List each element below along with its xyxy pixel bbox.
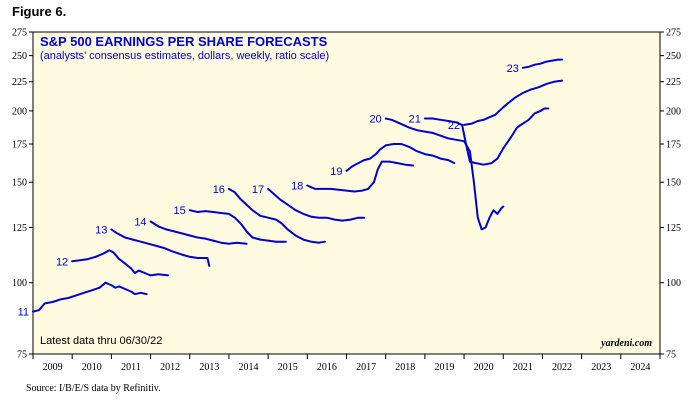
series-label-13: 13 <box>95 224 107 236</box>
x-tick-label: 2023 <box>591 362 611 373</box>
y-tick-label-left: 75 <box>17 350 27 361</box>
x-tick-label: 2020 <box>474 362 494 373</box>
chart-title: S&P 500 EARNINGS PER SHARE FORECASTS <box>40 34 328 49</box>
y-tick-label-left: 175 <box>12 140 27 151</box>
y-tick-label-right: 75 <box>666 350 676 361</box>
x-axis: 2009 2010 2011 2012 2013 2014 2015 2016 2017 2018… <box>32 354 661 373</box>
plot-area <box>32 31 661 355</box>
x-tick-label: 2009 <box>43 362 63 373</box>
series-label-20: 20 <box>369 113 381 125</box>
y-tick-label-right: 250 <box>666 51 681 62</box>
y-axis-right: 75 100 125 150 175 200 225 250 275 <box>660 28 681 361</box>
figure-label: Figure 6. <box>12 4 67 19</box>
series-label-23: 23 <box>507 63 519 75</box>
x-tick-label: 2022 <box>552 362 572 373</box>
series-line-15 <box>188 209 287 243</box>
y-tick-label-right: 100 <box>666 278 681 289</box>
x-tick-label: 2021 <box>513 362 533 373</box>
y-tick-label-right: 150 <box>666 178 681 189</box>
series-line-19 <box>345 143 456 172</box>
y-tick-label-left: 150 <box>12 178 27 189</box>
y-tick-label-left: 200 <box>12 106 27 117</box>
latest-data-note: Latest data thru 06/30/22 <box>40 335 162 347</box>
series-line-17 <box>267 187 366 222</box>
y-axis-left: 75 100 125 150 175 200 225 250 275 <box>12 28 33 361</box>
series-label-12: 12 <box>56 256 68 268</box>
series-line-22 <box>463 79 563 126</box>
x-tick-label: 2011 <box>121 362 141 373</box>
y-tick-label-left: 225 <box>12 77 27 88</box>
series-label-19: 19 <box>330 166 342 178</box>
series-label-11: 11 <box>18 307 29 319</box>
series-line-16 <box>227 187 326 244</box>
y-tick-label-left: 100 <box>12 278 27 289</box>
series-label-22: 22 <box>448 120 460 132</box>
x-tick-label: 2014 <box>239 362 259 373</box>
series-line-12 <box>71 249 170 277</box>
y-tick-label-left: 250 <box>12 51 27 62</box>
series-line-11 <box>32 281 148 313</box>
y-tick-label-right: 225 <box>666 77 681 88</box>
x-tick-label: 2019 <box>434 362 454 373</box>
series-group <box>32 58 563 313</box>
series-line-21 <box>423 107 550 166</box>
source-note: Source: I/B/E/S data by Refinitiv. <box>26 383 161 394</box>
y-tick-label-right: 200 <box>666 106 681 117</box>
series-label-18: 18 <box>291 181 303 193</box>
x-tick-label: 2013 <box>199 362 219 373</box>
x-tick-label: 2015 <box>278 362 298 373</box>
series-line-23 <box>521 58 563 69</box>
x-tick-label: 2012 <box>160 362 180 373</box>
y-tick-label-left: 125 <box>12 223 27 234</box>
series-label-17: 17 <box>252 184 264 196</box>
x-tick-label: 2010 <box>82 362 102 373</box>
y-tick-label-right: 275 <box>666 28 681 39</box>
x-tick-label: 2016 <box>317 362 337 373</box>
series-line-20 <box>384 117 505 231</box>
series-line-14 <box>149 220 248 245</box>
x-tick-label: 2018 <box>395 362 415 373</box>
series-label-14: 14 <box>134 217 146 229</box>
x-tick-label: 2024 <box>630 362 650 373</box>
y-tick-label-left: 275 <box>12 28 27 39</box>
series-line-13 <box>110 228 211 267</box>
brand-label: yardeni.com <box>600 338 652 349</box>
y-tick-label-right: 175 <box>666 140 681 151</box>
series-labels: 11 12 13 14 15 16 17 18 19 20 21 22 23 <box>18 63 519 319</box>
chart-subtitle: (analysts’ consensus estimates, dollars,… <box>40 50 329 62</box>
series-label-21: 21 <box>409 113 421 125</box>
y-tick-label-right: 125 <box>666 223 681 234</box>
x-tick-label: 2017 <box>356 362 376 373</box>
series-line-18 <box>306 160 415 193</box>
series-label-16: 16 <box>213 184 225 196</box>
series-label-15: 15 <box>174 205 186 217</box>
